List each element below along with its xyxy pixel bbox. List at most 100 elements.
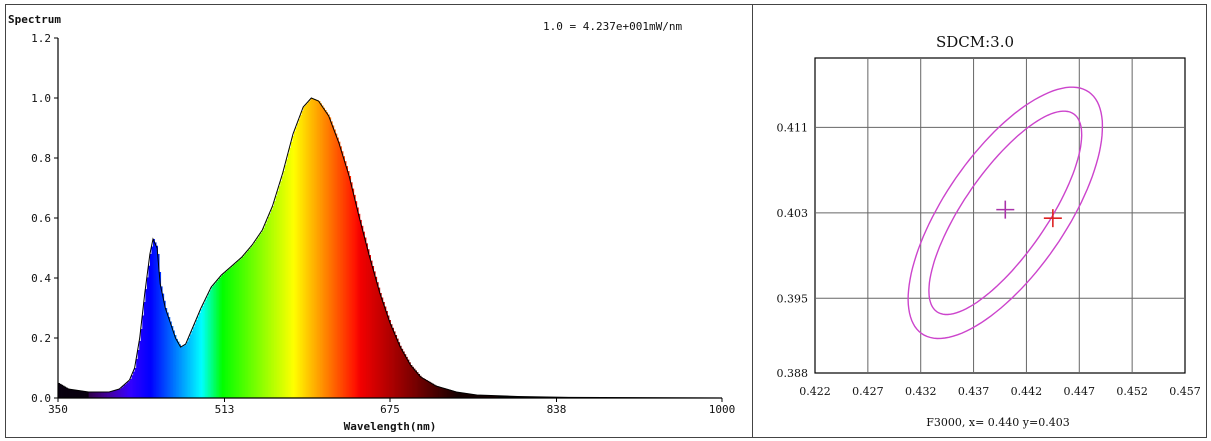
spectrum-slice <box>179 344 181 398</box>
spectrum-y-tick-label: 1.2 <box>31 32 51 45</box>
spectrum-slice <box>90 392 93 398</box>
spectrum-slice <box>473 394 476 398</box>
spectrum-slice <box>465 393 468 398</box>
spectrum-slice <box>488 395 491 398</box>
spectrum-x-tick-label: 675 <box>380 403 400 416</box>
spectrum-slice <box>205 299 208 398</box>
spectrum-slice <box>344 161 347 398</box>
spectrum-slice <box>434 385 437 398</box>
spectrum-slice <box>321 105 324 398</box>
spectrum-slice <box>347 171 350 398</box>
spectrum-slice <box>525 396 528 398</box>
spectrum-slice <box>156 245 158 398</box>
spectrum-slice <box>80 390 83 399</box>
spectrum-slice <box>100 392 103 398</box>
spectrum-slice <box>243 255 246 398</box>
spectrum-slice <box>223 273 226 398</box>
spectrum-slice <box>126 382 129 398</box>
spectrum-slice <box>162 293 165 398</box>
spectrum-slice <box>427 380 430 398</box>
spectrum-y-tick-label: 0.6 <box>31 212 51 225</box>
sdcm-point-marker <box>1043 209 1062 228</box>
spectrum-slice <box>284 165 287 398</box>
spectrum-slice <box>416 372 419 398</box>
spectrum-slice <box>341 151 344 398</box>
spectrum-slice <box>240 258 243 398</box>
spectrum-slice <box>479 395 482 398</box>
spectrum-slice <box>194 323 197 398</box>
spectrum-slice <box>471 394 474 398</box>
spectrum-slice <box>506 396 509 398</box>
spectrum-slice <box>355 201 358 398</box>
spectrum-slice <box>343 156 345 398</box>
spectrum-slice <box>309 100 312 398</box>
spectrum-slice <box>315 99 318 399</box>
spectrum-slice <box>228 269 231 398</box>
spectrum-slice <box>346 166 348 398</box>
spectrum-slice <box>324 110 327 398</box>
sdcm-x-tick-label: 0.432 <box>905 385 937 398</box>
spectrum-slice <box>275 196 278 398</box>
spectrum-slice <box>287 153 290 398</box>
spectrum-slice <box>402 351 405 398</box>
spectrum-slice <box>140 329 143 398</box>
spectrum-slice <box>461 392 463 398</box>
sdcm-x-label: F3000, x= 0.440 y=0.403 <box>926 416 1069 429</box>
spectrum-slice <box>58 383 60 398</box>
spectrum-slice <box>365 243 368 398</box>
spectrum-slice <box>457 392 460 398</box>
spectrum-slice <box>123 384 126 398</box>
spectrum-slice <box>231 266 234 398</box>
spectrum-slice <box>393 331 396 398</box>
spectrum-slice <box>503 395 506 398</box>
spectrum-slice <box>511 396 514 398</box>
spectrum-slice <box>122 386 125 398</box>
sdcm-point-marker <box>996 200 1015 219</box>
spectrum-y-tick-label: 0.4 <box>31 272 51 285</box>
spectrum-slice <box>131 375 134 398</box>
spectrum-area <box>58 98 672 399</box>
spectrum-slice <box>295 127 298 398</box>
spectrum-outline <box>57 97 723 399</box>
spectrum-slice <box>229 267 232 398</box>
spectrum-slice <box>215 281 218 398</box>
spectrum-slice <box>232 265 235 398</box>
spectrum-slice <box>310 98 313 398</box>
spectrum-slice <box>505 396 508 398</box>
spectrum-slice <box>376 282 379 398</box>
spectrum-slice <box>485 395 488 398</box>
spectrum-slice <box>454 391 457 398</box>
spectrum-slice <box>398 342 401 398</box>
spectrum-slice <box>392 327 394 398</box>
spectrum-slice <box>260 233 263 398</box>
spectrum-slice <box>85 391 88 398</box>
spectrum-slice <box>91 392 94 398</box>
spectrum-slice <box>367 249 370 398</box>
spectrum-slice <box>441 387 444 398</box>
spectrum-slice <box>338 141 341 398</box>
spectrum-slice <box>128 380 131 398</box>
spectrum-slice <box>297 123 299 398</box>
spectrum-slice <box>333 129 336 398</box>
spectrum-slice <box>120 387 123 398</box>
sdcm-ellipse <box>928 110 1083 316</box>
spectrum-slice <box>493 395 496 398</box>
spectrum-slice <box>353 194 356 398</box>
spectrum-y-tick-label: 0.2 <box>31 332 51 345</box>
spectrum-slice <box>217 279 220 398</box>
sdcm-y-tick-label: 0.395 <box>777 292 809 305</box>
spectrum-slice <box>304 105 307 398</box>
spectrum-slice <box>464 393 466 399</box>
spectrum-slice <box>375 276 378 398</box>
spectrum-slice <box>387 315 390 398</box>
spectrum-slice <box>105 392 108 398</box>
sdcm-title: SDCM:3.0 <box>936 33 1014 51</box>
sdcm-x-tick-label: 0.427 <box>852 385 884 398</box>
spectrum-slice <box>439 387 442 398</box>
spectrum-slice <box>373 271 376 398</box>
spectrum-slice <box>136 359 139 398</box>
sdcm-x-tick-label: 0.422 <box>799 385 831 398</box>
spectrum-slice <box>476 394 479 398</box>
spectrum-slice <box>84 391 86 398</box>
